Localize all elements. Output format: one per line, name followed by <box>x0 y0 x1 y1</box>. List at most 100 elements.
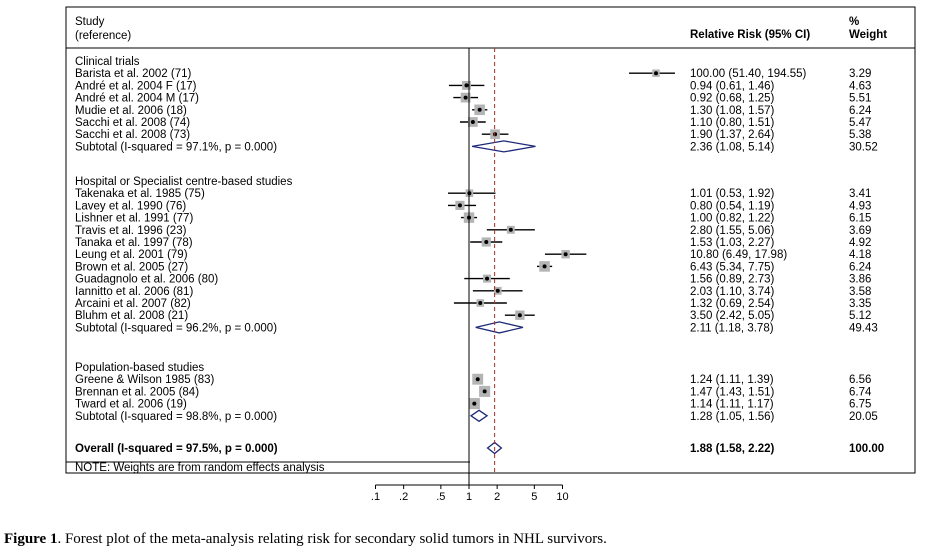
footnote: NOTE: Weights are from random effects an… <box>75 462 325 474</box>
study-weight: 4.18 <box>849 249 871 261</box>
overall-ci: 1.88 (1.58, 2.22) <box>690 443 775 455</box>
subtotal-ci: 2.11 (1.18, 3.78) <box>690 322 774 334</box>
x-tick-label: .5 <box>436 491 445 503</box>
study-weight: 6.75 <box>849 399 871 411</box>
study-ci: 1.53 (1.03, 2.27) <box>690 237 775 249</box>
study-ci: 2.80 (1.55, 5.06) <box>690 225 775 237</box>
group-heading: Hospital or Specialist centre-based stud… <box>75 176 293 188</box>
subtotal-diamond <box>475 321 524 334</box>
study-ci: 0.80 (0.54, 1.19) <box>690 200 775 212</box>
study-label: Tward et al. 2006 (19) <box>75 399 187 411</box>
study-weight: 5.12 <box>849 310 871 322</box>
study-weight: 4.92 <box>849 237 871 249</box>
study-weight: 3.29 <box>849 68 871 80</box>
study-ci: 6.43 (5.34, 7.75) <box>690 261 775 273</box>
study-ci: 1.00 (0.82, 1.22) <box>690 213 775 225</box>
study-label: Arcaini et al. 2007 (82) <box>75 298 191 310</box>
x-tick-label: .2 <box>399 491 408 503</box>
study-label: Brennan et al. 2005 (84) <box>75 386 199 398</box>
study-label: Travis et al. 1996 (23) <box>75 225 187 237</box>
study-weight: 4.93 <box>849 200 871 212</box>
study-point <box>475 377 480 382</box>
study-ci: 1.56 (0.89, 2.73) <box>690 274 775 286</box>
study-weight: 3.86 <box>849 274 871 286</box>
study-label: Lishner et al. 1991 (77) <box>75 213 193 225</box>
overall-weight: 100.00 <box>849 443 884 455</box>
study-point <box>495 288 500 293</box>
figure-caption: Figure 1. Forest plot of the meta-analys… <box>4 531 924 548</box>
study-weight: 3.69 <box>849 225 871 237</box>
subtotal-diamond <box>469 409 489 423</box>
study-weight: 4.63 <box>849 80 871 92</box>
study-label: Leung et al. 2001 (79) <box>75 249 188 261</box>
subtotal-weight: 49.43 <box>849 322 878 334</box>
study-label: Mudie et al. 2006 (18) <box>75 105 187 117</box>
study-weight: 5.38 <box>849 129 871 141</box>
study-weight: 5.47 <box>849 117 871 129</box>
header-percent: % <box>849 16 859 28</box>
study-label: Iannitto et al. 2006 (81) <box>75 286 193 298</box>
plot-frame <box>65 6 916 474</box>
overall-label: Overall (I-squared = 97.5%, p = 0.000) <box>75 443 278 455</box>
study-weight: 3.41 <box>849 188 871 200</box>
study-point <box>457 203 462 208</box>
study-point <box>542 264 547 269</box>
study-weight: 5.51 <box>849 93 871 105</box>
group-heading: Clinical trials <box>75 56 140 68</box>
study-point <box>477 107 482 112</box>
study-point <box>470 120 475 124</box>
study-weight: 6.56 <box>849 374 871 386</box>
study-label: Sacchi et al. 2008 (73) <box>75 129 190 141</box>
study-label: Barista et al. 2002 (71) <box>75 68 192 80</box>
study-point <box>484 240 489 244</box>
study-ci: 1.90 (1.37, 2.64) <box>690 129 775 141</box>
study-point <box>472 401 477 406</box>
study-label: André et al. 2004 M (17) <box>75 93 199 105</box>
x-tick-label: 10 <box>556 491 568 503</box>
study-ci: 1.14 (1.11, 1.17) <box>690 399 774 411</box>
study-ci: 1.10 (0.80, 1.51) <box>690 117 775 129</box>
caption-text: . Forest plot of the meta-analysis relat… <box>57 531 607 547</box>
study-point <box>463 95 468 100</box>
study-weight: 3.58 <box>849 286 871 298</box>
study-weight: 6.24 <box>849 105 872 117</box>
header-weight: Weight <box>849 29 887 41</box>
study-ci: 10.80 (6.49, 17.98) <box>690 249 787 261</box>
subtotal-label: Subtotal (I-squared = 98.8%, p = 0.000) <box>75 411 277 423</box>
study-point <box>508 227 513 232</box>
forest-plot: Study (reference) Relative Risk (95% CI)… <box>65 6 916 503</box>
study-label: Takenaka et al. 1985 (75) <box>75 188 205 200</box>
study-point <box>563 252 568 257</box>
study-weight: 6.15 <box>849 213 871 225</box>
study-ci: 3.50 (2.42, 5.05) <box>690 310 775 322</box>
study-label: Greene & Wilson 1985 (83) <box>75 374 215 386</box>
study-ci: 1.01 (0.53, 1.92) <box>690 188 775 200</box>
study-ci: 1.30 (1.08, 1.57) <box>690 105 775 117</box>
study-ci: 1.47 (1.43, 1.51) <box>690 386 775 398</box>
header-study: Study <box>75 16 105 28</box>
subtotal-label: Subtotal (I-squared = 96.2%, p = 0.000) <box>75 322 277 334</box>
header-relative-risk: Relative Risk (95% CI) <box>690 29 810 41</box>
subtotal-diamond <box>472 140 536 153</box>
study-point <box>485 276 490 281</box>
study-weight: 6.24 <box>849 261 872 273</box>
study-label: Bluhm et al. 2008 (21) <box>75 310 188 322</box>
study-ci: 100.00 (51.40, 194.55) <box>690 68 807 80</box>
x-axis: .1 .2 .5 1 2 5 10 <box>371 48 569 503</box>
subtotal-weight: 30.52 <box>849 141 878 153</box>
x-tick-label: .1 <box>371 491 380 503</box>
study-label: André et al. 2004 F (17) <box>75 80 197 92</box>
group-heading: Population-based studies <box>75 362 204 374</box>
study-point <box>478 301 483 305</box>
study-ci: 1.24 (1.11, 1.39) <box>690 374 774 386</box>
caption-label: Figure 1 <box>4 531 58 547</box>
study-point <box>517 313 522 318</box>
study-label: Lavey et al. 1990 (76) <box>75 200 186 212</box>
study-point <box>482 389 487 394</box>
subtotal-weight: 20.05 <box>849 411 878 423</box>
x-tick-label: 5 <box>531 491 537 503</box>
study-weight: 6.74 <box>849 386 872 398</box>
study-ci: 1.32 (0.69, 2.54) <box>690 298 775 310</box>
subtotal-ci: 2.36 (1.08, 5.14) <box>690 141 775 153</box>
